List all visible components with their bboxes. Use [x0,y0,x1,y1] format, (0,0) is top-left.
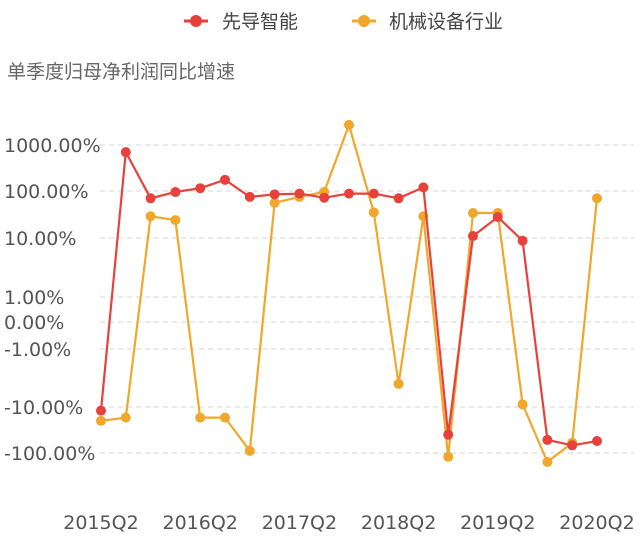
data-point [368,207,379,218]
y-tick-label: -1.00% [4,339,71,361]
data-point [220,412,230,423]
data-point [443,451,454,462]
data-point [592,193,602,204]
y-tick-label: 1.00% [4,287,64,309]
data-point [269,197,280,208]
data-point [468,208,478,219]
data-point [319,192,330,203]
y-tick-label: 0.00% [4,312,64,334]
series-lines [96,119,602,467]
data-point [195,183,206,194]
legend-item: 先导智能 [184,11,298,33]
data-point [517,235,528,246]
legend-swatch-marker [358,15,370,27]
x-tick-label: 2020Q2 [559,512,634,534]
series-先导智能 [96,147,602,451]
x-axis-tick-labels: 2015Q2 2016Q2 2017Q2 2018Q2 2019Q2 2020Q2 [63,512,634,534]
legend-item: 机械设备行业 [352,11,503,33]
x-tick-label: 2018Q2 [361,512,436,534]
y-tick-label: -10.00% [4,397,83,419]
y-tick-label: 100.00% [4,181,89,203]
data-point [344,119,354,130]
series-机械设备行业 [96,119,602,467]
data-point [120,147,131,158]
data-point [542,434,553,445]
data-point [195,412,206,423]
y-tick-label: 1000.00% [4,135,101,157]
data-point [344,188,354,199]
legend-label: 先导智能 [222,11,298,33]
data-point [269,189,280,200]
data-point [170,187,181,198]
legend-swatch-marker [190,15,202,27]
data-point [96,415,106,426]
data-point [393,193,404,204]
data-point [393,378,404,389]
data-point [567,440,578,451]
data-point [244,191,255,202]
x-tick-label: 2016Q2 [162,512,237,534]
data-point [492,211,503,222]
x-tick-label: 2017Q2 [262,512,337,534]
data-point [542,456,553,467]
y-axis-tick-labels: 1000.00% 100.00% 10.00% 1.00% 0.00% -1.00% -10… [4,135,101,465]
data-point [170,215,181,226]
series-line [100,123,599,464]
data-point [294,188,305,199]
chart-title: 单季度归母净利润同比增速 [7,61,235,83]
y-tick-label: 10.00% [4,228,76,250]
x-tick-label: 2019Q2 [460,512,535,534]
data-point [145,211,156,222]
data-point [96,405,106,416]
legend-label: 机械设备行业 [389,11,503,33]
data-point [468,231,478,242]
grid-lines [100,144,634,454]
data-point [368,188,379,199]
data-point [145,193,156,204]
y-tick-label: -100.00% [4,443,95,465]
data-point [418,182,429,193]
data-point [244,445,255,456]
data-point [220,174,230,185]
data-point [592,436,602,447]
data-point [120,412,131,423]
data-point [443,429,454,440]
data-point [517,399,528,410]
x-tick-label: 2015Q2 [63,512,138,534]
legend: 先导智能 机械设备行业 [184,11,503,33]
